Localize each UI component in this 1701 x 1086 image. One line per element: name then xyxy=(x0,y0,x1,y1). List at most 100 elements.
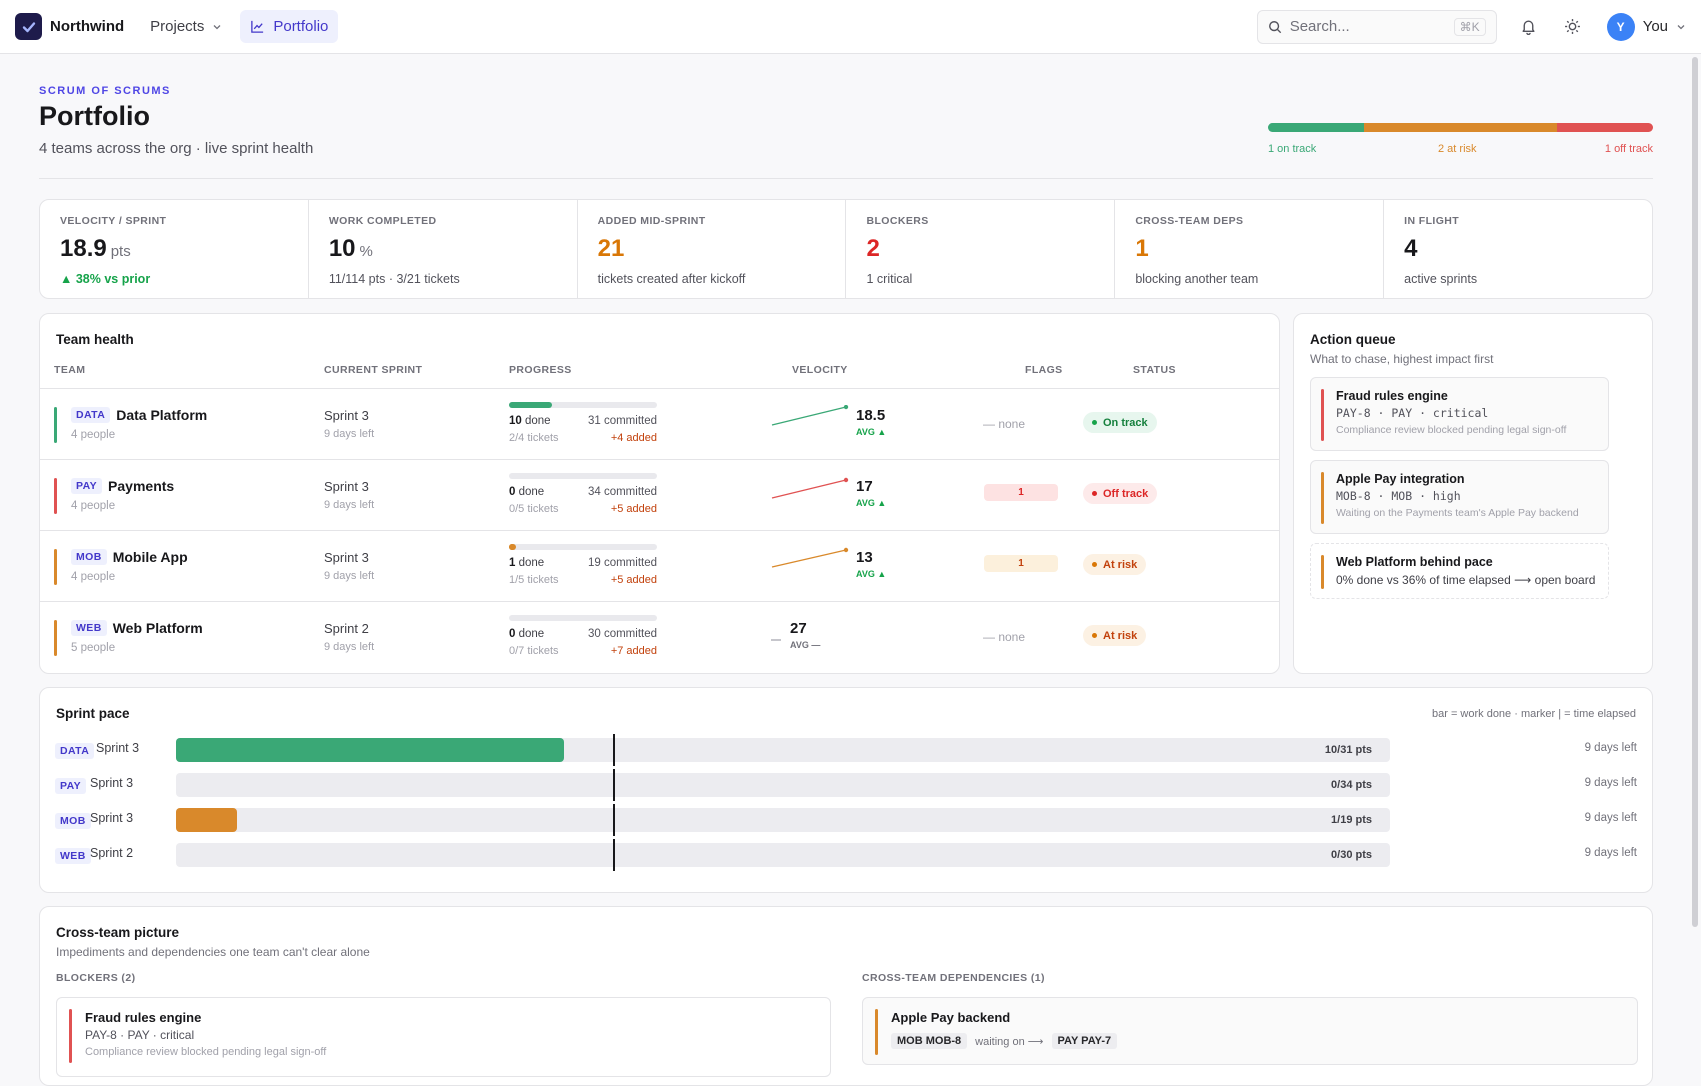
user-name[interactable]: You xyxy=(1642,18,1668,35)
velocity-avg: AVG ▲ xyxy=(856,569,887,579)
kpi-number: 18.9 xyxy=(60,235,107,262)
team-people: 4 people xyxy=(71,429,116,441)
time-elapsed-marker xyxy=(613,839,616,871)
pace-track: 0/30 pts xyxy=(176,839,1390,871)
chevron-down-icon[interactable] xyxy=(1676,22,1686,32)
pace-row[interactable]: PAY Sprint 3 0/34 pts 9 days left xyxy=(40,769,1652,801)
nav-projects[interactable]: Projects xyxy=(150,18,222,35)
kpi-label: WORK COMPLETED xyxy=(328,215,437,227)
pace-row[interactable]: DATA Sprint 3 10/31 pts 9 days left xyxy=(40,734,1652,766)
search-input[interactable]: Search... ⌘K xyxy=(1256,9,1497,44)
status-accent xyxy=(54,620,57,656)
brand-name[interactable]: Northwind xyxy=(50,18,125,35)
dependency-to-chip[interactable]: PAY PAY-7 xyxy=(1051,1033,1118,1049)
card-title: Action queue xyxy=(1310,332,1396,347)
status-accent xyxy=(54,549,57,585)
dependency-from-chip[interactable]: MOB MOB-8 xyxy=(891,1033,968,1049)
velocity-value: 27 xyxy=(790,620,807,637)
kpi-value: 1 xyxy=(1135,235,1363,263)
status-dot xyxy=(1092,633,1097,638)
team-tag: WEB xyxy=(55,848,91,864)
kpi-label: BLOCKERS xyxy=(866,215,929,227)
kpi-sub: 1 critical xyxy=(866,272,913,286)
team-row[interactable]: MOB Mobile App 4 people Sprint 3 9 days … xyxy=(40,530,1280,601)
team-tag: MOB xyxy=(71,549,107,565)
team-name-label: Payments xyxy=(108,478,175,494)
search-placeholder: Search... xyxy=(1289,18,1350,35)
pace-row[interactable]: WEB Sprint 2 0/30 pts 9 days left xyxy=(40,839,1652,871)
action-meta: PAY-8 · PAY · critical xyxy=(1336,406,1489,420)
team-row[interactable]: WEB Web Platform 5 people Sprint 2 9 day… xyxy=(40,601,1280,672)
velocity-avg: AVG ▲ xyxy=(856,427,887,437)
dependencies-heading: CROSS-TEAM DEPENDENCIES (1) xyxy=(862,972,1045,984)
search-shortcut: ⌘K xyxy=(1453,17,1486,36)
kpi-work-completed: WORK COMPLETED 10% 11/114 pts · 3/21 tic… xyxy=(309,200,578,298)
priority-accent xyxy=(69,1009,72,1063)
current-sprint[interactable]: Sprint 3 xyxy=(324,408,369,423)
sun-icon[interactable] xyxy=(1561,15,1585,39)
card-title: Team health xyxy=(56,332,134,347)
on-track-count: 1 on track xyxy=(1268,143,1317,155)
column-header-flags: FLAGS xyxy=(1025,364,1063,376)
action-item[interactable]: Fraud rules engine PAY-8 · PAY · critica… xyxy=(1310,377,1609,451)
nav-portfolio[interactable]: Portfolio xyxy=(240,10,339,43)
flags-count-badge[interactable]: 1 xyxy=(984,484,1058,501)
team-name-label: Web Platform xyxy=(112,620,203,636)
progress-committed: 30 committed xyxy=(587,628,657,640)
dependency-card[interactable]: Apple Pay backend MOB MOB-8 waiting on ⟶… xyxy=(862,997,1638,1065)
pace-row[interactable]: MOB Sprint 3 1/19 pts 9 days left xyxy=(40,804,1652,836)
sprint-days-left: 9 days left xyxy=(324,499,375,511)
velocity-sparkline xyxy=(771,477,849,499)
current-sprint[interactable]: Sprint 2 xyxy=(324,621,369,636)
progress-tickets: 1/5 tickets xyxy=(509,574,559,586)
action-title: Apple Pay integration xyxy=(1336,472,1465,486)
action-item[interactable]: Web Platform behind pace 0% done vs 36% … xyxy=(1310,543,1609,599)
kpi-sub: ▲ 38% vs prior xyxy=(60,272,151,286)
avatar[interactable]: Y xyxy=(1606,12,1635,41)
team-tag: DATA xyxy=(55,743,95,759)
action-link[interactable]: 0% done vs 36% of time elapsed ⟶ open bo… xyxy=(1336,573,1596,587)
pace-points: 0/30 pts xyxy=(1331,849,1372,861)
team-row[interactable]: DATA Data Platform 4 people Sprint 3 9 d… xyxy=(40,388,1280,459)
scrollbar-thumb[interactable] xyxy=(1692,57,1698,927)
kpi-velocity: VELOCITY / SPRINT 18.9 pts ▲ 38% vs prior xyxy=(40,200,309,298)
time-elapsed-marker xyxy=(613,804,616,836)
kpi-unit: pts xyxy=(110,243,131,260)
status-dot xyxy=(1092,491,1097,496)
pace-points: 10/31 pts xyxy=(1324,744,1372,756)
status-badge: On track xyxy=(1083,412,1157,433)
done-label: done xyxy=(518,486,545,498)
team-name[interactable]: DATA Data Platform xyxy=(71,407,207,423)
kpi-blockers: BLOCKERS 2 1 critical xyxy=(846,200,1116,298)
progress-bar xyxy=(509,544,657,550)
team-name[interactable]: PAY Payments xyxy=(71,478,174,494)
blocker-card[interactable]: Fraud rules engine PAY-8 · PAY · critica… xyxy=(56,997,831,1077)
column-header-progress: PROGRESS xyxy=(509,364,572,376)
kpi-sub: 11/114 pts · 3/21 tickets xyxy=(328,272,460,286)
team-row[interactable]: PAY Payments 4 people Sprint 3 9 days le… xyxy=(40,459,1280,530)
logo-icon[interactable] xyxy=(15,13,42,40)
priority-accent xyxy=(1321,555,1324,589)
status-accent xyxy=(54,407,57,443)
blocker-desc: Compliance review blocked pending legal … xyxy=(85,1046,327,1058)
current-sprint[interactable]: Sprint 3 xyxy=(324,550,369,565)
action-item[interactable]: Apple Pay integration MOB-8 · MOB · high… xyxy=(1310,460,1609,534)
sprint-days-left: 9 days left xyxy=(324,570,375,582)
time-elapsed-marker xyxy=(613,734,616,766)
progress-bar xyxy=(509,402,657,408)
bell-icon[interactable] xyxy=(1517,15,1541,39)
cross-team-card: Cross-team picture Impediments and depen… xyxy=(39,906,1653,1086)
at-risk-count: 2 at risk xyxy=(1438,143,1477,155)
pace-sprint: Sprint 2 xyxy=(90,846,134,860)
action-title: Fraud rules engine xyxy=(1336,389,1448,403)
sprint-pace-card: Sprint pace bar = work done · marker | =… xyxy=(39,687,1653,893)
sprint-days-left: 9 days left xyxy=(324,641,375,653)
current-sprint[interactable]: Sprint 3 xyxy=(324,479,369,494)
column-header-velocity: VELOCITY xyxy=(792,364,848,376)
flags-count-badge[interactable]: 1 xyxy=(984,555,1058,572)
team-name[interactable]: MOB Mobile App xyxy=(71,549,188,565)
team-name[interactable]: WEB Web Platform xyxy=(71,620,203,636)
status-badge: Off track xyxy=(1083,483,1158,504)
action-meta: MOB-8 · MOB · high xyxy=(1336,489,1461,503)
pace-track: 10/31 pts xyxy=(176,734,1390,766)
